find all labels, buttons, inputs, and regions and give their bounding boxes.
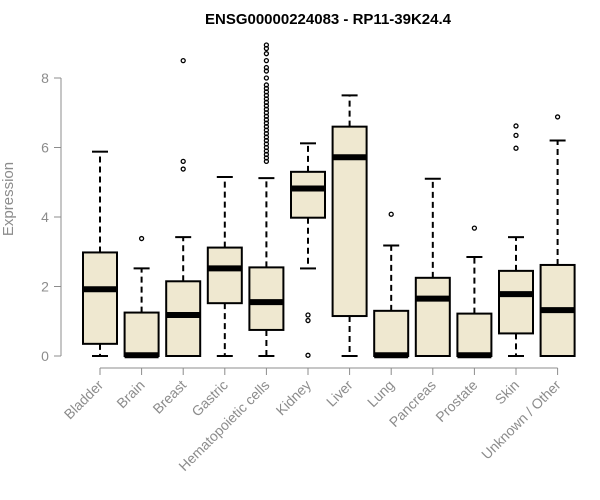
outlier-point <box>513 123 519 129</box>
outlier-point <box>513 132 519 138</box>
box-prostate <box>456 225 493 359</box>
boxes <box>82 42 576 359</box>
y-axis-label: Expression <box>0 162 17 236</box>
x-tick-label: Prostate <box>432 377 480 425</box>
box-unknown-other <box>539 114 576 357</box>
y-tick-label: 8 <box>41 70 49 86</box>
box-liver <box>331 94 368 357</box>
y-tick-label: 2 <box>41 279 49 295</box>
x-tick-label: Brain <box>113 377 147 411</box>
chart-title: ENSG00000224083 - RP11-39K24.4 <box>205 11 452 28</box>
outlier-point <box>471 225 478 231</box>
box-body <box>206 246 243 305</box>
outlier-point <box>263 82 270 88</box>
outlier-point <box>263 51 270 57</box>
x-tick-label: Liver <box>323 377 356 410</box>
box-lung <box>373 211 410 359</box>
outlier-point <box>180 166 186 172</box>
box-body <box>123 311 160 357</box>
outlier-point <box>263 75 270 81</box>
box-kidney <box>290 142 326 358</box>
outlier-point <box>263 42 270 48</box>
y-axis: 0 2 4 6 8 <box>41 70 62 364</box>
y-tick-label: 6 <box>41 140 49 156</box>
y-tick-label: 4 <box>41 209 49 225</box>
outlier-point <box>180 57 186 64</box>
box-body <box>290 170 326 219</box>
box-gastric <box>206 176 243 357</box>
x-tick-label: Lung <box>364 377 397 410</box>
box-body <box>456 312 493 358</box>
x-tick-label: Kidney <box>273 377 315 419</box>
x-tick-label: Breast <box>149 377 189 417</box>
outlier-point <box>554 114 561 120</box>
outlier-point <box>305 352 311 358</box>
box-brain <box>123 235 160 359</box>
box-body <box>165 280 202 358</box>
box-body <box>82 251 118 345</box>
box-breast <box>165 57 202 358</box>
box-skin <box>498 123 534 357</box>
y-tick-label: 0 <box>41 348 49 364</box>
x-tick-label: Unknown / Other <box>478 377 564 463</box>
outlier-point <box>305 317 311 324</box>
box-pancreas <box>414 177 451 357</box>
x-tick-label: Skin <box>492 377 523 408</box>
outlier-point <box>263 64 270 71</box>
outlier-point <box>305 312 311 318</box>
box-body <box>373 309 410 358</box>
outlier-point <box>513 145 519 151</box>
outlier-point <box>388 211 394 217</box>
box-body <box>414 276 451 357</box>
x-tick-label: Bladder <box>61 377 107 423</box>
box-bladder <box>82 150 118 357</box>
box-body <box>498 269 534 335</box>
outlier-point <box>180 158 186 165</box>
box-body <box>248 266 285 331</box>
outlier-point <box>263 57 270 64</box>
outlier-point <box>138 235 145 242</box>
box-hematopoietic-cells <box>248 42 285 357</box>
